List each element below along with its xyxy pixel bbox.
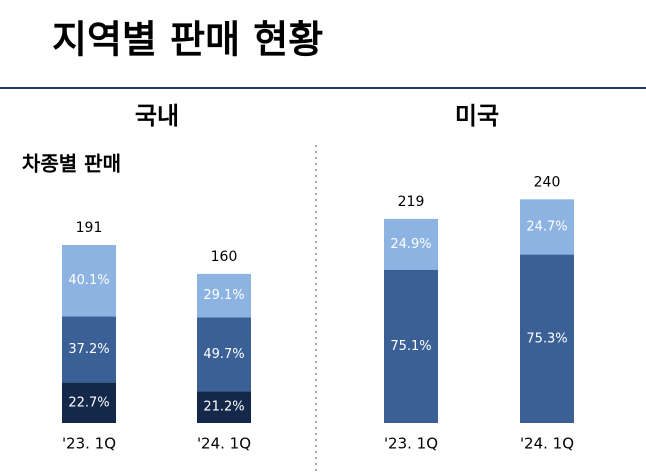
segment-label: 40.1% bbox=[68, 273, 109, 288]
x-tick-label: '24. 1Q bbox=[197, 435, 251, 453]
total-label: 191 bbox=[76, 220, 103, 236]
bar-segment bbox=[384, 218, 438, 270]
bar-segment bbox=[197, 273, 251, 318]
segment-label: 24.9% bbox=[390, 237, 431, 252]
panel-subtitle: 차종별 판매 bbox=[22, 152, 121, 176]
segment-label: 21.2% bbox=[203, 400, 244, 415]
total-label: 219 bbox=[398, 194, 425, 210]
total-label: 160 bbox=[211, 249, 238, 265]
bar-segment bbox=[520, 199, 574, 255]
x-tick-label: '24. 1Q bbox=[520, 435, 574, 453]
x-tick-label: '23. 1Q bbox=[384, 435, 438, 453]
segment-label: 75.3% bbox=[526, 331, 567, 346]
panel-title: 미국 bbox=[455, 102, 499, 130]
bar-segment bbox=[384, 269, 438, 423]
bar-segment bbox=[62, 382, 116, 423]
bar-segment bbox=[197, 391, 251, 423]
total-label: 240 bbox=[534, 174, 561, 190]
segment-label: 29.1% bbox=[203, 288, 244, 303]
bar-segment bbox=[197, 317, 251, 392]
panel-title: 국내 bbox=[135, 102, 179, 130]
slide-title: 지역별 판매 현황 bbox=[52, 18, 323, 62]
segment-label: 49.7% bbox=[203, 347, 244, 362]
segment-label: 24.7% bbox=[526, 219, 567, 234]
bar-segment bbox=[62, 244, 116, 317]
x-tick-label: '23. 1Q bbox=[62, 435, 116, 453]
segment-label: 75.1% bbox=[390, 339, 431, 354]
segment-label: 22.7% bbox=[68, 395, 109, 410]
bar-segment bbox=[520, 254, 574, 423]
segment-label: 37.2% bbox=[68, 342, 109, 357]
bar-segment bbox=[62, 316, 116, 383]
